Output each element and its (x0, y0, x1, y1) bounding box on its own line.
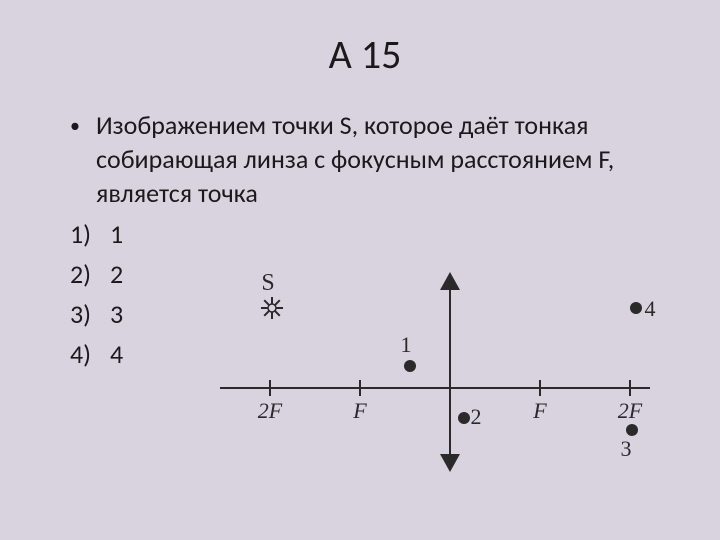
option-number: 3) (70, 298, 110, 332)
svg-text:4: 4 (645, 296, 656, 321)
option-value: 1 (110, 218, 123, 252)
diagram-svg: 2F F F 2F S 1 2 4 3 (200, 248, 670, 478)
svg-text:F: F (352, 398, 367, 423)
slide: А 15 • Изображением точки S, которое даё… (0, 0, 720, 540)
question-text: Изображением точки S, которое даёт тонка… (96, 109, 660, 210)
slide-title: А 15 (70, 30, 660, 79)
option-value: 3 (110, 298, 123, 332)
svg-text:3: 3 (621, 436, 632, 461)
svg-text:2F: 2F (618, 398, 643, 423)
optics-diagram: 2F F F 2F S 1 2 4 3 (200, 248, 670, 478)
option-number: 4) (70, 338, 110, 372)
question-bullet: • Изображением точки S, которое даёт тон… (70, 109, 660, 210)
option-number: 1) (70, 218, 110, 252)
option-number: 2) (70, 258, 110, 292)
option-value: 2 (110, 258, 123, 292)
svg-text:S: S (261, 270, 274, 296)
option-value: 4 (110, 338, 123, 372)
svg-text:1: 1 (401, 332, 412, 357)
svg-text:2: 2 (471, 404, 482, 429)
bullet-dot: • (70, 109, 96, 210)
svg-text:2F: 2F (258, 398, 283, 423)
svg-text:F: F (532, 398, 547, 423)
